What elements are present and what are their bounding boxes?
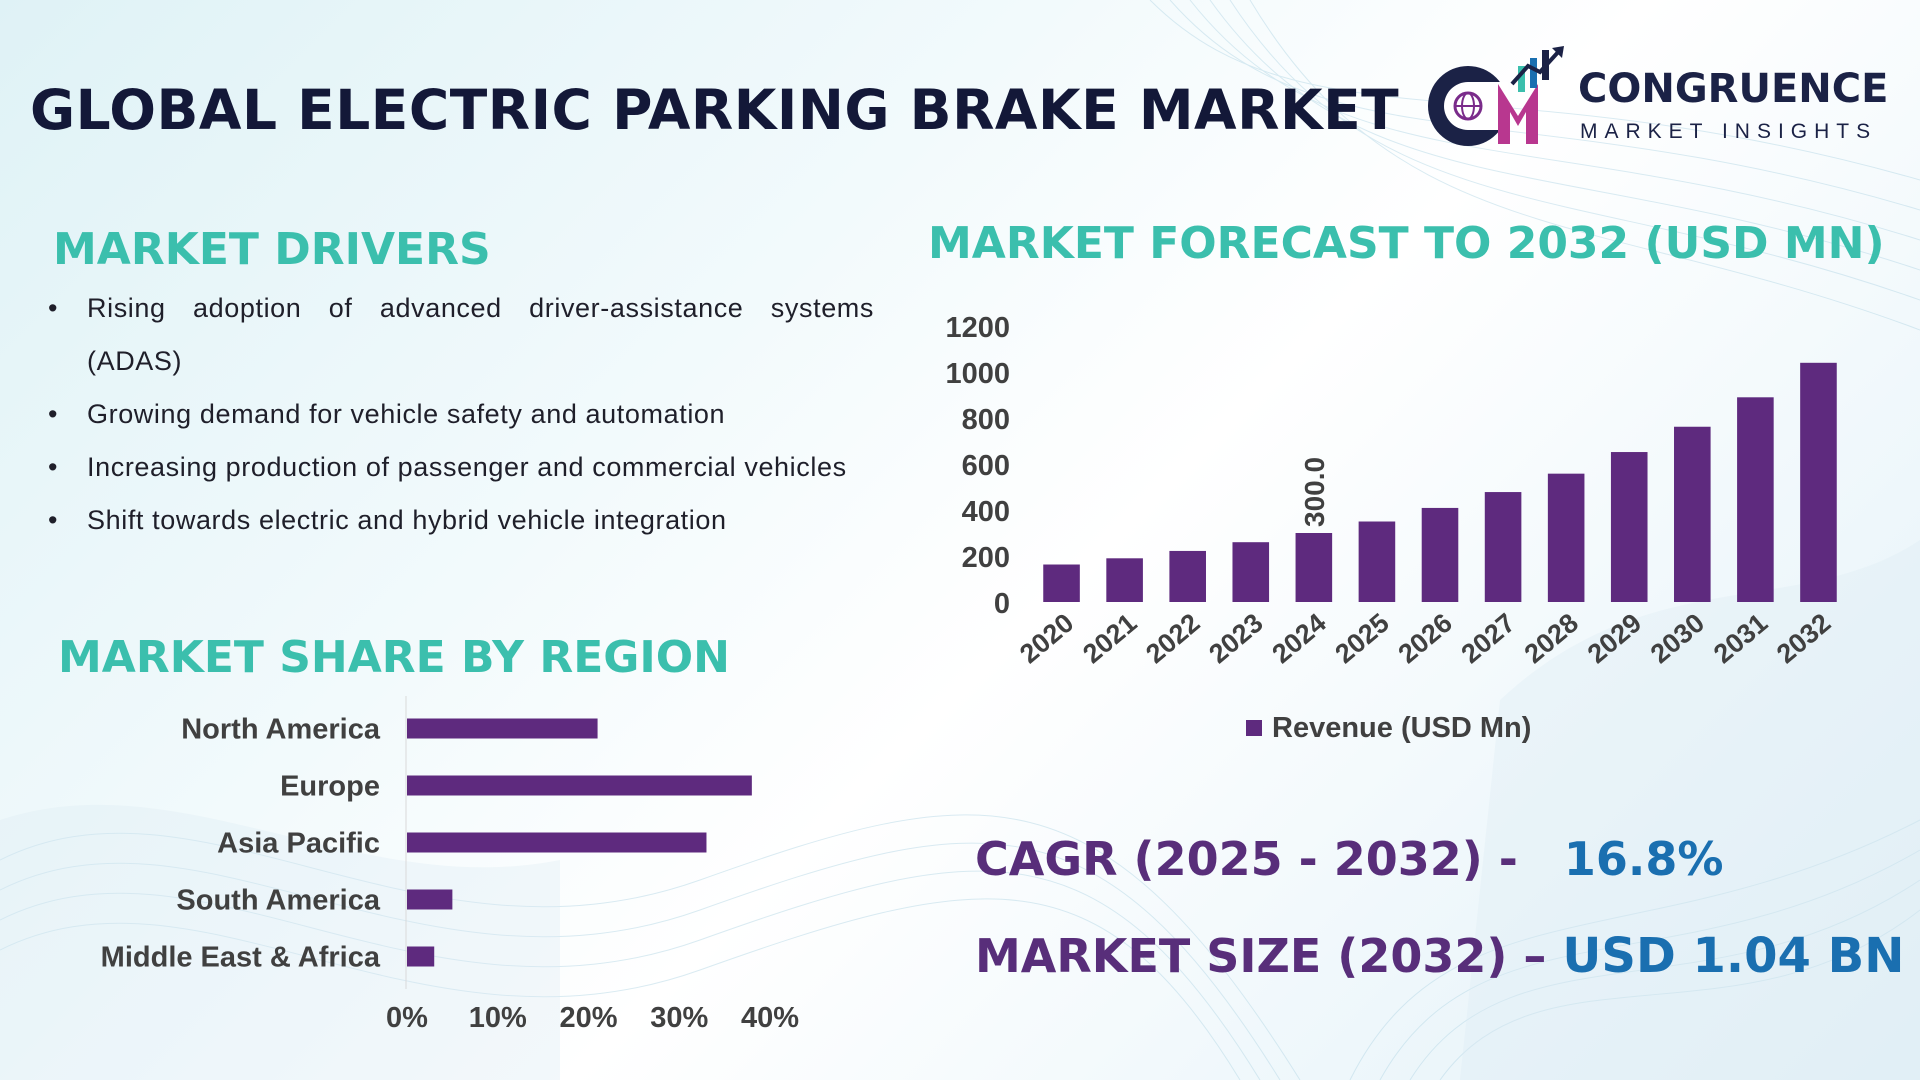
forecast-bar-2022: [1169, 550, 1206, 602]
region-label: South America: [176, 885, 380, 917]
x-tick-label: 2021: [1077, 608, 1142, 670]
legend-label: Revenue (USD Mn): [1272, 712, 1531, 744]
cagr-value: 16.8%: [1563, 832, 1724, 886]
forecast-bar-2021: [1106, 558, 1143, 602]
market-size-value: USD 1.04 BN: [1562, 928, 1905, 984]
region-bar: [407, 718, 598, 739]
logo-subtitle: MARKET INSIGHTS: [1580, 120, 1878, 143]
x-tick-label: 2027: [1456, 608, 1521, 670]
forecast-bar-2028: [1547, 473, 1585, 602]
forecast-heading: MARKET FORECAST TO 2032 (USD MN): [928, 218, 1885, 269]
y-tick-label: 1000: [945, 358, 1010, 390]
y-tick-label: 800: [962, 404, 1010, 436]
driver-item: Growing demand for vehicle safety and au…: [48, 388, 874, 441]
market-size-label: MARKET SIZE (2032) –: [975, 929, 1547, 983]
region-label: Europe: [280, 771, 380, 803]
forecast-bar-2031: [1737, 397, 1774, 602]
legend-swatch: [1246, 720, 1262, 736]
x-tick-label: 2024: [1266, 608, 1331, 670]
region-label: Middle East & Africa: [101, 942, 381, 974]
x-tick-label: 2022: [1140, 608, 1205, 670]
page-title: GLOBAL ELECTRIC PARKING BRAKE MARKET: [30, 78, 1400, 142]
data-label: 300.0: [1299, 457, 1330, 527]
y-tick-label: 200: [962, 542, 1010, 574]
region-bar-chart: North America Europe Asia Pacific South Ame…: [101, 696, 799, 1034]
forecast-bar-2027: [1484, 492, 1522, 602]
forecast-bar-2024: [1295, 533, 1333, 602]
region-heading: MARKET SHARE BY REGION: [58, 632, 730, 683]
market-size-stat: MARKET SIZE (2032) – USD 1.04 BN: [975, 928, 1904, 984]
forecast-bar-2029: [1610, 452, 1648, 602]
x-tick-label: 0%: [386, 1002, 428, 1034]
forecast-bar-2030: [1674, 426, 1711, 602]
region-bar: [407, 832, 707, 853]
cagr-stat: CAGR (2025 - 2032) - 16.8%: [975, 832, 1724, 886]
region-bar: [407, 946, 435, 967]
x-tick-label: 2020: [1014, 608, 1079, 670]
company-logo: CONGRUENCE MARKET INSIGHTS: [1420, 44, 1890, 154]
y-tick-label: 1200: [945, 312, 1010, 344]
x-tick-label: 10%: [469, 1002, 527, 1034]
logo-name: CONGRUENCE: [1578, 66, 1889, 112]
forecast-bar-2023: [1232, 542, 1270, 602]
x-tick-label: 2031: [1708, 608, 1773, 670]
x-tick-label: 2025: [1329, 608, 1394, 670]
x-tick-label: 2026: [1393, 608, 1458, 670]
logo-mark: [1428, 46, 1564, 146]
y-tick-label: 400: [962, 496, 1010, 528]
region-bar: [407, 889, 453, 910]
drivers-list: Rising adoption of advanced driver-assis…: [48, 282, 874, 547]
driver-item: Shift towards electric and hybrid vehicl…: [48, 494, 874, 547]
drivers-heading: MARKET DRIVERS: [53, 224, 491, 275]
forecast-bar-chart: 0200400600800100012002020202120222023202…: [945, 312, 1837, 744]
cagr-label: CAGR (2025 - 2032) -: [975, 832, 1518, 886]
driver-item: Rising adoption of advanced driver-assis…: [48, 282, 874, 388]
x-tick-label: 2032: [1771, 608, 1836, 670]
x-tick-label: 2023: [1203, 608, 1268, 670]
forecast-bar-2032: [1800, 362, 1837, 602]
x-tick-label: 2030: [1645, 608, 1710, 670]
region-label: Asia Pacific: [217, 828, 380, 860]
x-tick-label: 40%: [741, 1002, 799, 1034]
driver-item: Increasing production of passenger and c…: [48, 441, 874, 494]
forecast-bar-2026: [1421, 507, 1459, 602]
forecast-bar-2020: [1043, 564, 1080, 602]
region-bar: [407, 775, 752, 796]
y-tick-label: 600: [962, 450, 1010, 482]
x-tick-label: 30%: [650, 1002, 708, 1034]
y-tick-label: 0: [994, 588, 1010, 620]
forecast-bar-2025: [1358, 521, 1396, 602]
x-tick-label: 2029: [1582, 608, 1647, 670]
x-tick-label: 20%: [559, 1002, 617, 1034]
x-tick-label: 2028: [1519, 608, 1584, 670]
region-label: North America: [181, 714, 381, 746]
